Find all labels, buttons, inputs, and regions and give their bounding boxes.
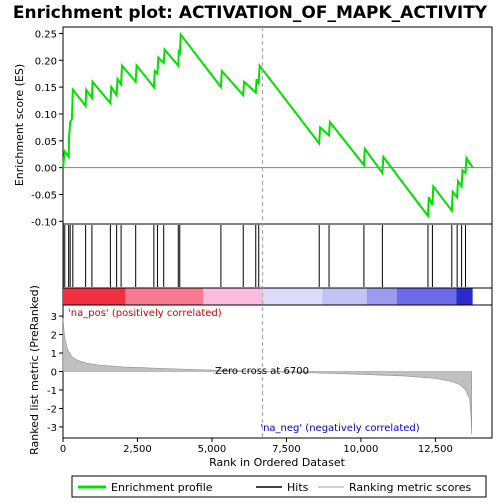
ranking-metric-area xyxy=(62,317,472,435)
metric-y-tick-label: 0 xyxy=(51,368,57,379)
es-ylabel: Enrichment score (ES) xyxy=(13,64,26,186)
colorbar-segment xyxy=(262,288,323,305)
enrichment-profile-line xyxy=(62,31,474,219)
legend-label: Hits xyxy=(287,481,309,494)
x-axis-ticks: 0 2,500 5,000 7,500 10,000 12,500 xyxy=(60,438,453,455)
x-axis-label: Rank in Ordered Dataset xyxy=(209,456,346,469)
es-y-ticks: -0.10 -0.05 0.00 0.05 0.10 0.15 0.20 0.25 xyxy=(31,29,63,228)
metric-y-ticks: -3 -2 -1 0 1 2 3 xyxy=(47,312,63,434)
metric-y-tick-label: -1 xyxy=(47,386,57,397)
metric-y-tick-label: -3 xyxy=(47,423,57,434)
colorbar-segment xyxy=(203,288,263,305)
es-y-tick-label: 0.25 xyxy=(35,29,57,40)
metric-y-tick-label: 1 xyxy=(51,349,57,360)
x-tick-label: 7,500 xyxy=(272,444,301,455)
x-tick-label: 0 xyxy=(60,444,66,455)
x-tick-label: 10,000 xyxy=(343,444,378,455)
legend: Enrichment profile Hits Ranking metric sco… xyxy=(78,481,471,494)
colorbar-segment xyxy=(322,288,367,305)
colorbar-segment xyxy=(366,288,397,305)
metric-y-tick-label: 3 xyxy=(51,312,57,323)
positive-correlation-label: 'na_pos' (positively correlated) xyxy=(68,308,222,319)
colorbar-segment xyxy=(456,288,473,305)
rank-colorbar xyxy=(63,288,473,305)
chart-title: Enrichment plot: ACTIVATION_OF_MAPK_ACTI… xyxy=(13,3,488,23)
metric-ylabel: Ranked list metric (PreRanked) xyxy=(28,285,41,455)
legend-label: Ranking metric scores xyxy=(349,481,471,494)
hits-panel-frame xyxy=(62,223,493,289)
x-tick-label: 2,500 xyxy=(123,444,152,455)
x-tick-label: 5,000 xyxy=(198,444,227,455)
es-y-tick-label: 0.10 xyxy=(35,110,57,121)
hit-marks xyxy=(62,225,466,287)
colorbar-segment xyxy=(396,288,457,305)
es-y-tick-label: 0.00 xyxy=(35,164,57,175)
es-panel-frame xyxy=(62,26,493,225)
negative-correlation-label: 'na_neg' (negatively correlated) xyxy=(260,423,419,434)
es-y-tick-label: -0.05 xyxy=(31,190,57,201)
es-y-tick-label: 0.20 xyxy=(35,56,57,67)
es-y-tick-label: 0.05 xyxy=(35,137,57,148)
metric-y-tick-label: -2 xyxy=(47,404,57,415)
colorbar-segment xyxy=(63,288,126,305)
es-y-tick-label: 0.15 xyxy=(35,83,57,94)
metric-y-tick-label: 2 xyxy=(51,331,57,342)
colorbar-segment xyxy=(125,288,204,305)
x-tick-label: 12,500 xyxy=(418,444,453,455)
zero-cross-label: Zero cross at 6700 xyxy=(215,366,309,377)
legend-label: Enrichment profile xyxy=(111,481,213,494)
es-y-tick-label: -0.10 xyxy=(31,217,57,228)
